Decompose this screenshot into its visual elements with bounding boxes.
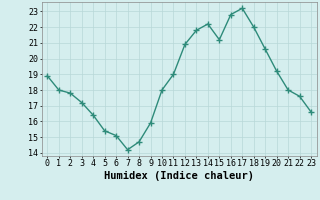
X-axis label: Humidex (Indice chaleur): Humidex (Indice chaleur): [104, 171, 254, 181]
